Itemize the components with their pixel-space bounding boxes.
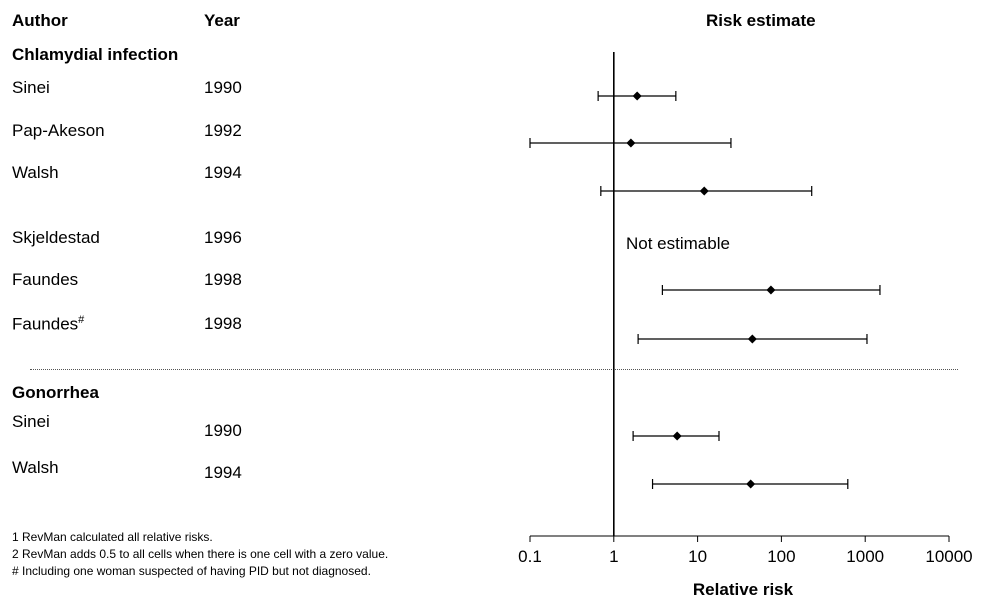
row-author: Sinei [12,78,50,97]
footnote: 1 RevMan calculated all relative risks. [12,530,213,544]
not-estimable-label: Not estimable [626,234,730,253]
row-year: 1994 [204,163,242,182]
point-estimate [699,186,709,196]
row-author: Sinei [12,412,50,431]
row-year: 1992 [204,121,242,140]
row-year: 1998 [204,314,242,333]
row-author: Walsh [12,163,59,182]
section-separator [30,369,958,370]
row-year: 1998 [204,270,242,289]
author-text: Faundes [12,314,79,334]
point-estimate [632,91,642,101]
row-author: Faundes [12,270,79,289]
point-estimate [672,431,682,441]
footnote: # Including one woman suspected of havin… [12,564,371,578]
row-year: 1990 [204,421,242,440]
x-tick-label: 10 [688,547,707,566]
author-superscript: # [78,314,85,326]
year-header: Year [204,11,240,30]
point-estimate [766,285,776,295]
row-year: 1996 [204,228,242,247]
point-estimate [626,138,636,148]
x-tick-label: 0.1 [518,547,542,566]
x-tick-label: 100 [767,547,795,566]
x-tick-label: 1 [609,547,618,566]
row-author: Skjeldestad [12,228,100,247]
point-estimate [746,479,756,489]
section-gonorrhea: Gonorrhea [12,383,99,402]
row-author: Walsh [12,458,59,477]
footnote: 2 RevMan adds 0.5 to all cells when ther… [12,547,389,561]
row-author: Pap-Akeson [12,121,105,140]
row-year: 1990 [204,78,242,97]
point-estimate [747,334,757,344]
risk-estimate-header: Risk estimate [706,11,816,30]
row-year: 1994 [204,463,242,482]
x-axis-label: Relative risk [693,580,794,599]
author-header: Author [12,11,68,30]
x-tick-label: 10000 [925,547,972,566]
row-author: Faundes# [12,314,84,335]
x-tick-label: 1000 [846,547,884,566]
section-chlamydial: Chlamydial infection [12,45,179,64]
